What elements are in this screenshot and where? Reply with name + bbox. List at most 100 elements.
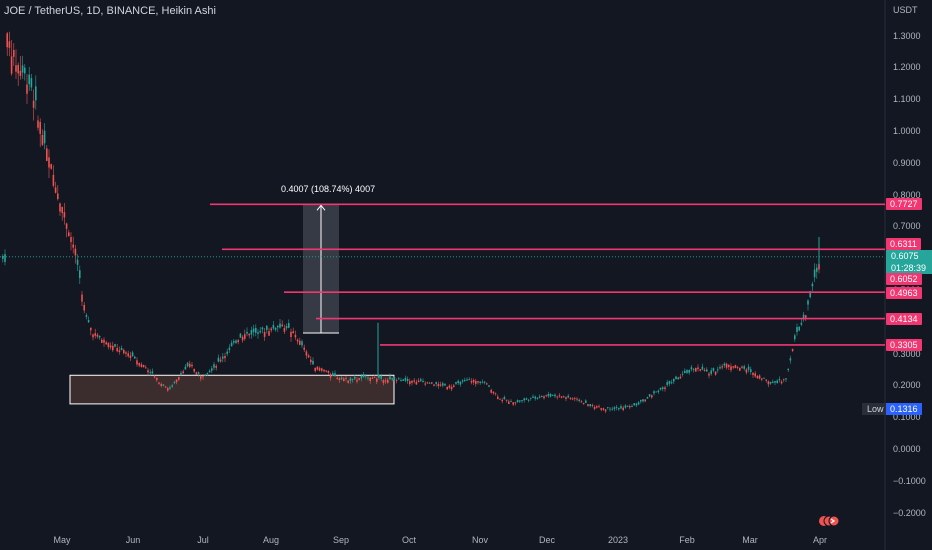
candle-body: [695, 368, 697, 372]
go-to-realtime-icon[interactable]: [818, 515, 840, 527]
candle-body: [191, 364, 193, 367]
candle-body: [149, 372, 151, 373]
candle-body: [585, 400, 587, 403]
candle-body: [406, 379, 409, 382]
candle-body: [602, 408, 605, 410]
candle-body: [81, 294, 83, 302]
time-axis-label: Jun: [125, 535, 141, 545]
candle-body: [274, 327, 277, 330]
candle-body: [435, 382, 437, 385]
price-axis-label: 1.0000: [893, 126, 921, 136]
candle-body: [805, 315, 807, 318]
candle-body: [90, 327, 92, 331]
measure-label: 0.4007 (108.74%) 4007: [281, 184, 376, 194]
candle-body: [615, 407, 618, 409]
candle-body: [147, 370, 149, 373]
candle-body: [101, 339, 103, 343]
candle-body: [772, 381, 774, 383]
candle-body: [206, 373, 209, 374]
candle-body: [444, 383, 446, 386]
candle-body: [145, 367, 147, 369]
candle-body: [530, 397, 532, 399]
candle-body: [481, 381, 484, 383]
candle-body: [83, 305, 85, 311]
candle-body: [167, 388, 169, 391]
candle-body: [420, 379, 422, 382]
candle-body: [59, 203, 61, 212]
candle-body: [312, 360, 314, 365]
candle-body: [158, 382, 160, 384]
candle-body: [230, 342, 233, 347]
candle-body: [754, 373, 756, 377]
price-axis-label: 1.3000: [893, 30, 921, 41]
candle-body: [316, 366, 319, 370]
candle-body: [70, 237, 72, 243]
candle-body: [373, 376, 376, 378]
candle-body: [611, 408, 613, 410]
candle-body: [261, 327, 264, 330]
candle-body: [252, 328, 255, 333]
candle-body: [646, 397, 649, 399]
level-tag-6: 0.3305: [886, 339, 922, 351]
candle-body: [741, 366, 743, 368]
candle-body: [384, 380, 387, 382]
candle-body: [17, 64, 19, 74]
candle-body: [613, 407, 616, 409]
candle-body: [259, 330, 261, 333]
time-axis-label: Apr: [812, 535, 828, 545]
candle-body: [668, 381, 671, 384]
candle-body: [26, 84, 28, 94]
candle-body: [563, 396, 565, 398]
candle-body: [450, 386, 453, 390]
last-price-value: 0.6075: [891, 251, 919, 261]
candle-body: [629, 406, 631, 408]
candle-body: [195, 372, 198, 375]
candle-body: [222, 356, 224, 359]
candle-body: [739, 367, 741, 371]
candle-body: [197, 372, 200, 374]
candle-body: [455, 381, 457, 384]
candle-body: [200, 376, 202, 379]
candle-body: [807, 300, 809, 305]
candle-body: [409, 381, 411, 385]
candle-body: [802, 314, 805, 320]
candle-body: [516, 400, 519, 403]
candle-body: [382, 380, 385, 384]
symbol-title[interactable]: JOE / TetherUS, 1D, BINANCE, Heikin Ashi: [4, 5, 216, 17]
candle-body: [54, 187, 57, 193]
candle-body: [413, 380, 415, 382]
candle-body: [783, 379, 785, 381]
candle-body: [479, 381, 481, 383]
candle-body: [153, 376, 156, 378]
candle-body: [728, 365, 730, 368]
time-axis-label: Dec: [538, 535, 556, 545]
candle-body: [193, 368, 195, 372]
candle-body: [171, 385, 173, 387]
candle-body: [15, 65, 17, 72]
candle-body: [624, 405, 627, 408]
candle-body: [63, 212, 66, 218]
time-axis-label: Feb: [679, 535, 695, 545]
candle-body: [294, 334, 297, 338]
candle-body: [633, 403, 635, 406]
candle-body: [708, 373, 710, 376]
candle-body: [48, 157, 50, 168]
candle-body: [565, 397, 567, 399]
candle-body: [400, 380, 402, 382]
candle-body: [780, 381, 783, 384]
time-axis-label: 2023: [607, 535, 629, 545]
time-axis-label: Nov: [471, 535, 489, 545]
candle-body: [688, 370, 690, 373]
candle-body: [118, 350, 121, 353]
candle-body: [642, 399, 644, 402]
candle-body: [241, 336, 244, 341]
candle-body: [213, 364, 215, 368]
candle-body: [303, 347, 305, 350]
candle-body: [296, 339, 299, 342]
candle-body: [345, 377, 347, 379]
candle-body: [543, 396, 545, 399]
price-axis-label: 1.2000: [893, 62, 921, 73]
candle-body: [736, 366, 739, 368]
